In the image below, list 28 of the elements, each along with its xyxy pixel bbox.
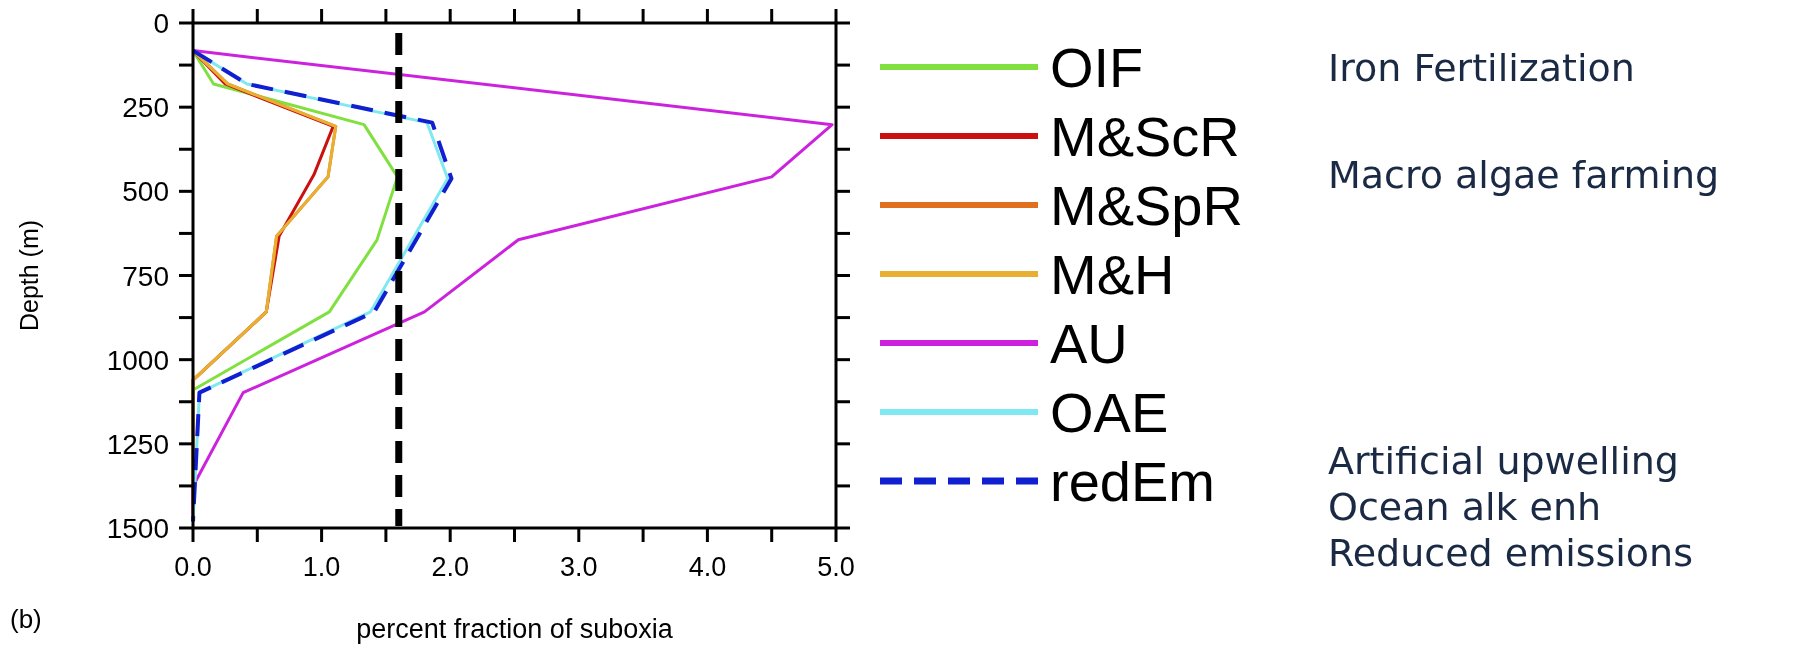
legend-label: AU <box>1050 312 1128 375</box>
text: Macro algae farming <box>1328 153 1720 197</box>
x-tick-label: 2.0 <box>431 552 469 582</box>
y-tick-label: 750 <box>122 260 169 292</box>
x-tick-label: 4.0 <box>688 552 727 582</box>
legend-label: OIF <box>1050 36 1144 99</box>
y-tick-label: 0 <box>153 8 169 39</box>
x-tick-label: 1.0 <box>302 552 341 582</box>
text: Iron Fertilization <box>1328 46 1635 90</box>
x-tick-label: 0.0 <box>174 552 212 582</box>
y-axis-title: Depth (m) <box>15 219 43 332</box>
text: Artificial upwelling <box>1328 439 1679 483</box>
text: Reduced emissions <box>1328 531 1693 575</box>
x-axis-title: percent fraction of suboxia <box>356 614 674 644</box>
legend-label: OAE <box>1050 381 1169 444</box>
y-tick-label: 1000 <box>106 344 169 376</box>
legend-label: M&SpR <box>1050 174 1243 237</box>
y-tick-label: 1250 <box>106 428 169 460</box>
text: Ocean alk enh <box>1328 485 1602 529</box>
text: (b) <box>10 604 42 634</box>
y-tick-label: 1500 <box>106 513 169 544</box>
legend-label: M&ScR <box>1050 105 1240 168</box>
legend-label: M&H <box>1050 243 1175 306</box>
x-tick-label: 5.0 <box>817 552 855 582</box>
legend-label: redEm <box>1050 450 1215 513</box>
y-tick-label: 500 <box>122 176 169 208</box>
x-tick-label: 3.0 <box>560 552 598 582</box>
y-tick-label: 250 <box>122 92 169 124</box>
